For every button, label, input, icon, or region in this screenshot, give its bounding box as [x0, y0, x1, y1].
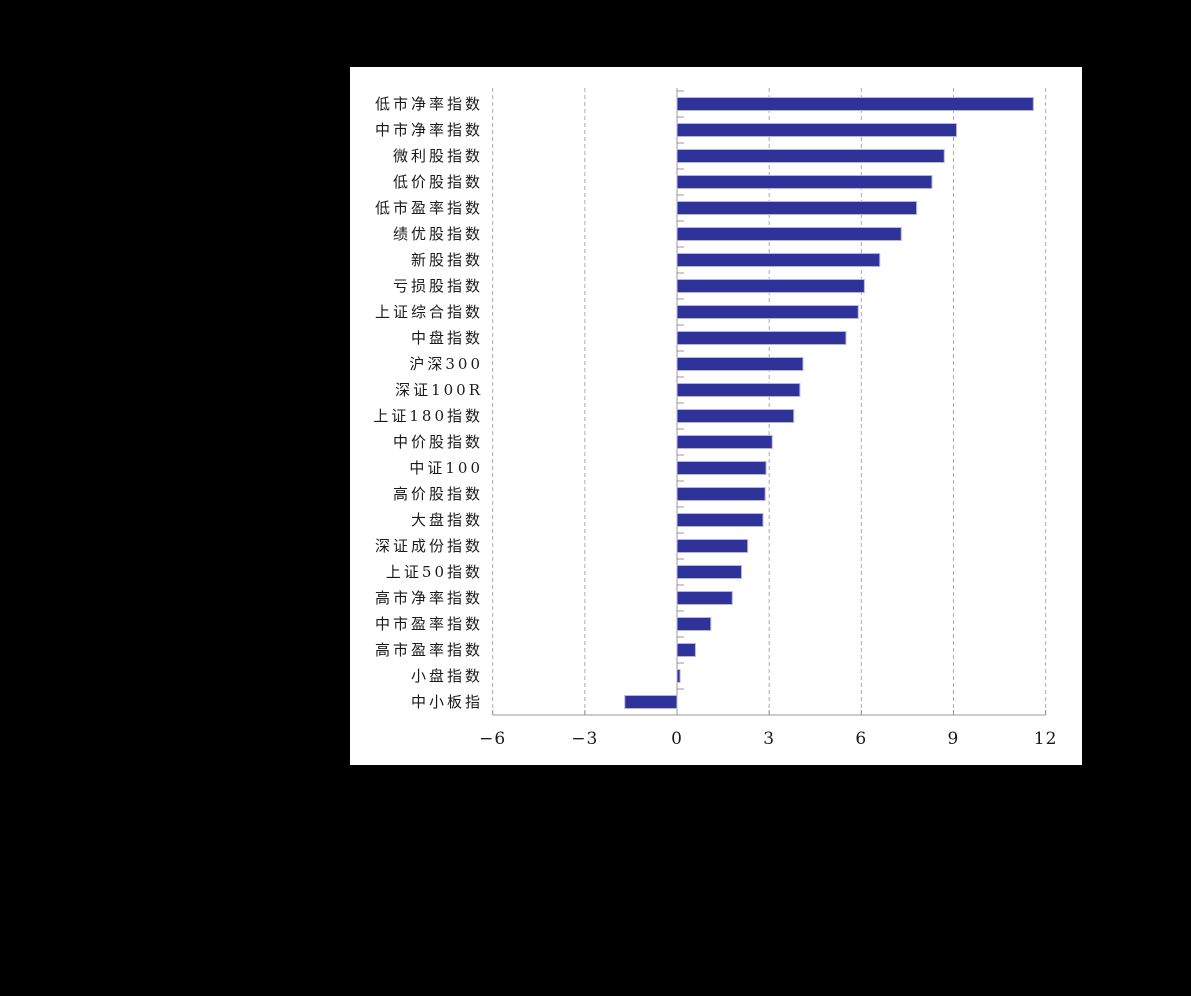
bar-低市净率指数	[676, 97, 1034, 111]
category-label-小盘指数: 小盘指数	[410, 667, 483, 685]
x-tick-label--6: −6	[479, 729, 507, 749]
category-label-中盘指数: 中盘指数	[410, 329, 483, 347]
category-label-绩优股指数: 绩优股指数	[392, 225, 483, 243]
category-label-新股指数: 新股指数	[410, 251, 483, 269]
bar-高市净率指数	[676, 591, 733, 605]
category-label-上证180指数: 上证180指数	[373, 407, 483, 425]
bar-中市盈率指数	[676, 617, 712, 631]
category-label-中证100: 中证100	[409, 459, 483, 477]
bar-高价股指数	[676, 487, 766, 501]
category-label-高市盈率指数: 高市盈率指数	[374, 641, 483, 659]
bar-高市盈率指数	[676, 643, 696, 657]
category-label-高市净率指数: 高市净率指数	[374, 589, 483, 607]
category-label-高价股指数: 高价股指数	[392, 485, 483, 503]
category-label-深证100R: 深证100R	[395, 381, 483, 399]
category-label-大盘指数: 大盘指数	[410, 511, 483, 529]
x-tick-label-3: 3	[763, 729, 776, 749]
bar-中证100	[676, 461, 767, 475]
x-tick-label-0: 0	[671, 729, 683, 749]
bar-沪深300	[676, 357, 804, 371]
bar-上证50指数	[676, 565, 743, 579]
bar-深证100R	[676, 383, 801, 397]
bar-深证成份指数	[676, 539, 749, 553]
bar-低价股指数	[676, 175, 933, 189]
bar-微利股指数	[676, 149, 945, 163]
category-label-深证成份指数: 深证成份指数	[374, 537, 483, 555]
category-label-中价股指数: 中价股指数	[392, 433, 483, 451]
x-tick-label-6: 6	[855, 729, 868, 749]
category-label-低市净率指数: 低市净率指数	[374, 95, 483, 113]
category-label-微利股指数: 微利股指数	[392, 147, 483, 165]
bar-亏损股指数	[676, 279, 865, 293]
bar-chart-panel: 低市净率指数 中市净率指数微利股指数低价股指数低市盈率指数绩优股指数新股指数亏损股…	[350, 67, 1082, 765]
bar-中盘指数	[676, 331, 847, 345]
bar-中价股指数	[676, 435, 773, 449]
category-label-上证50指数: 上证50指数	[385, 563, 483, 581]
category-label-中小板指: 中小板指	[410, 693, 483, 711]
bar-低市盈率指数	[676, 201, 918, 215]
bar-绩优股指数	[676, 227, 902, 241]
category-label-低市盈率指数: 低市盈率指数	[374, 199, 483, 217]
x-tick-label--3: −3	[571, 729, 599, 749]
bar-中市净率指数	[676, 123, 958, 137]
bar-chart	[492, 88, 1047, 716]
category-label-亏损股指数: 亏损股指数	[392, 277, 483, 295]
category-label-沪深300: 沪深300	[409, 355, 483, 373]
bar-上证180指数	[676, 409, 795, 423]
bar-新股指数	[676, 253, 881, 267]
category-label-中市盈率指数: 中市盈率指数	[374, 615, 483, 633]
category-label-低价股指数: 低价股指数	[392, 173, 483, 191]
bar-上证综合指数	[676, 305, 859, 319]
x-tick-label-12: 12	[1033, 729, 1058, 749]
bar-中小板指	[624, 695, 678, 709]
category-label-上证综合指数: 上证综合指数	[374, 303, 483, 321]
x-tick-label-9: 9	[947, 729, 960, 749]
bar-大盘指数	[676, 513, 764, 527]
bar-小盘指数	[676, 669, 681, 683]
category-label-中市净率指数: 中市净率指数	[374, 121, 483, 139]
